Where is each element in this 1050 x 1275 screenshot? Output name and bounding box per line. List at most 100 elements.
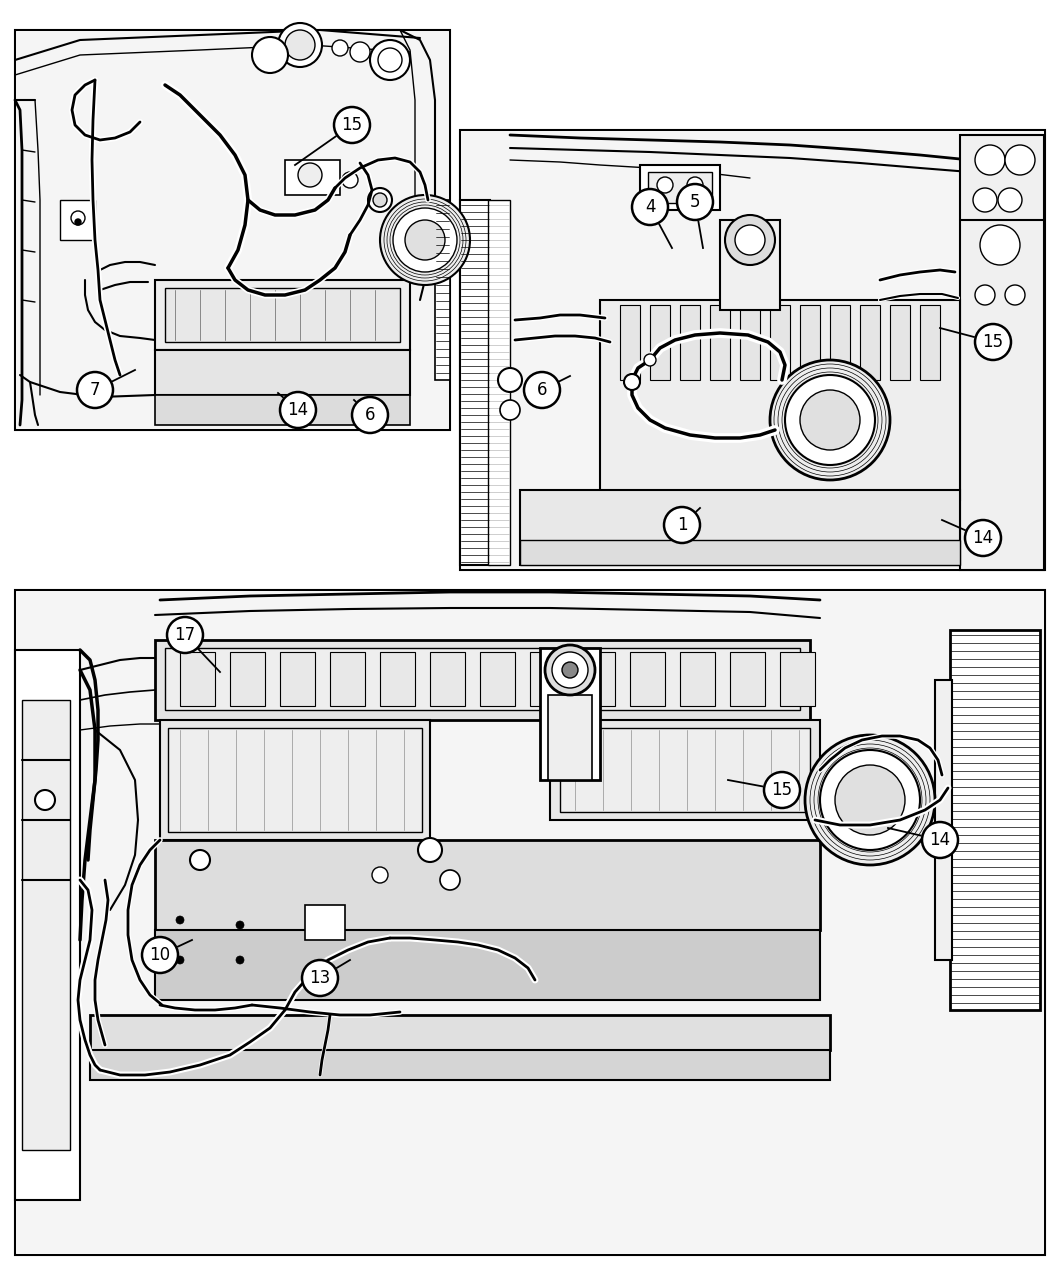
Bar: [950, 630, 1040, 1010]
Bar: [60, 200, 94, 240]
Bar: [155, 840, 820, 929]
Bar: [180, 652, 215, 706]
Bar: [155, 395, 410, 425]
Bar: [530, 652, 565, 706]
Bar: [15, 590, 1045, 1255]
Circle shape: [975, 286, 995, 305]
Bar: [730, 652, 765, 706]
Bar: [230, 652, 265, 706]
Bar: [304, 905, 345, 940]
Circle shape: [368, 187, 392, 212]
Bar: [430, 652, 465, 706]
Bar: [435, 200, 450, 380]
Bar: [890, 305, 910, 380]
Circle shape: [352, 397, 388, 434]
Bar: [710, 305, 730, 380]
Circle shape: [657, 177, 673, 193]
Circle shape: [405, 221, 445, 260]
Bar: [934, 680, 952, 960]
Circle shape: [418, 838, 442, 862]
Bar: [460, 130, 1045, 570]
Text: 6: 6: [364, 405, 375, 425]
Bar: [460, 200, 490, 565]
Circle shape: [278, 23, 322, 68]
Text: 6: 6: [537, 381, 547, 399]
Circle shape: [524, 372, 560, 408]
Circle shape: [785, 375, 875, 465]
Circle shape: [624, 374, 640, 390]
Bar: [155, 280, 410, 351]
Text: 7: 7: [89, 381, 100, 399]
Bar: [560, 728, 810, 812]
Bar: [168, 728, 422, 833]
Text: 13: 13: [310, 969, 331, 987]
Circle shape: [975, 324, 1011, 360]
Text: 10: 10: [149, 946, 170, 964]
Bar: [520, 490, 960, 565]
Bar: [480, 652, 514, 706]
Circle shape: [1005, 145, 1035, 175]
Bar: [960, 135, 1044, 570]
Text: 15: 15: [983, 333, 1004, 351]
Circle shape: [176, 956, 184, 964]
Bar: [155, 351, 410, 395]
Circle shape: [998, 187, 1022, 212]
Circle shape: [965, 520, 1001, 556]
Circle shape: [687, 177, 704, 193]
Bar: [548, 695, 592, 780]
Circle shape: [142, 937, 178, 973]
Bar: [540, 648, 600, 780]
Circle shape: [764, 771, 800, 808]
Circle shape: [820, 750, 920, 850]
Bar: [620, 305, 640, 380]
Circle shape: [236, 956, 244, 964]
Bar: [17, 32, 448, 428]
Bar: [90, 1051, 830, 1080]
Circle shape: [236, 921, 244, 929]
Bar: [90, 1015, 830, 1051]
Circle shape: [735, 224, 765, 255]
Circle shape: [975, 145, 1005, 175]
Circle shape: [35, 790, 55, 810]
Circle shape: [644, 354, 656, 366]
Circle shape: [498, 368, 522, 391]
Circle shape: [552, 652, 588, 688]
Bar: [648, 172, 712, 203]
Circle shape: [380, 195, 470, 286]
Circle shape: [372, 867, 388, 884]
Circle shape: [770, 360, 890, 479]
Circle shape: [342, 172, 358, 187]
Text: 1: 1: [676, 516, 688, 534]
Bar: [520, 541, 960, 565]
Text: 17: 17: [174, 626, 195, 644]
Bar: [800, 305, 820, 380]
Circle shape: [252, 37, 288, 73]
Bar: [830, 305, 850, 380]
Bar: [380, 652, 415, 706]
Bar: [22, 700, 70, 1150]
Text: 4: 4: [645, 198, 655, 215]
Bar: [330, 652, 365, 706]
Bar: [285, 159, 340, 195]
Circle shape: [393, 208, 457, 272]
Circle shape: [350, 42, 370, 62]
Circle shape: [922, 822, 958, 858]
Circle shape: [805, 734, 934, 864]
Circle shape: [373, 193, 387, 207]
Text: 15: 15: [341, 116, 362, 134]
Circle shape: [298, 163, 322, 187]
Circle shape: [724, 215, 775, 265]
Circle shape: [440, 870, 460, 890]
Text: 5: 5: [690, 193, 700, 210]
Text: 14: 14: [929, 831, 950, 849]
Bar: [280, 652, 315, 706]
Circle shape: [677, 184, 713, 221]
Circle shape: [75, 219, 81, 224]
Circle shape: [370, 40, 410, 80]
Circle shape: [334, 107, 370, 143]
Text: 14: 14: [972, 529, 993, 547]
Bar: [155, 640, 810, 720]
Circle shape: [71, 210, 85, 224]
Circle shape: [190, 850, 210, 870]
Bar: [160, 720, 430, 840]
